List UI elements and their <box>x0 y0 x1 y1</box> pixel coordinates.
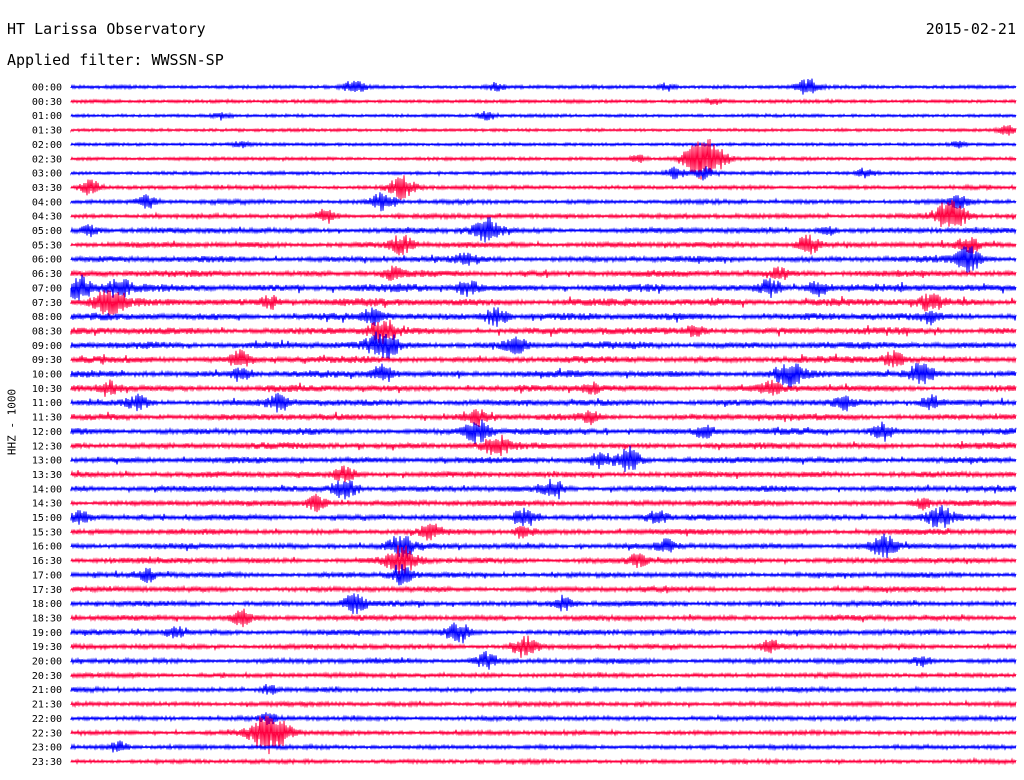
trace-0830 <box>70 319 1017 345</box>
row-label-2300: 23:00 <box>32 743 62 754</box>
trace-1930 <box>70 635 1017 658</box>
row-label-0000: 00:00 <box>32 83 62 94</box>
row-label-1200: 12:00 <box>32 427 62 438</box>
trace-1130 <box>70 409 1017 428</box>
row-label-1230: 12:30 <box>32 441 62 452</box>
trace-0700 <box>70 274 1017 301</box>
row-label-0700: 07:00 <box>32 283 62 294</box>
row-label-0230: 02:30 <box>32 154 62 165</box>
row-label-1100: 11:00 <box>32 398 62 409</box>
trace-0330 <box>70 175 1017 200</box>
row-label-0530: 05:30 <box>32 240 62 251</box>
row-label-0300: 03:00 <box>32 169 62 180</box>
row-label-0330: 03:30 <box>32 183 62 194</box>
row-label-0200: 02:00 <box>32 140 62 151</box>
row-label-2100: 21:00 <box>32 685 62 696</box>
record-date: 2015-02-21 <box>925 20 1016 38</box>
row-label-0030: 00:30 <box>32 97 62 108</box>
trace-1630 <box>70 545 1017 576</box>
row-label-1700: 17:00 <box>32 570 62 581</box>
station-title: HT Larissa Observatory <box>7 20 206 38</box>
row-label-0730: 07:30 <box>32 298 62 309</box>
row-label-1600: 16:00 <box>32 542 62 553</box>
row-label-1630: 16:30 <box>32 556 62 567</box>
row-label-0900: 09:00 <box>32 341 62 352</box>
row-label-2130: 21:30 <box>32 700 62 711</box>
row-label-1830: 18:30 <box>32 613 62 624</box>
row-label-2230: 22:30 <box>32 728 62 739</box>
row-label-2200: 22:00 <box>32 714 62 725</box>
row-label-1730: 17:30 <box>32 585 62 596</box>
row-label-0600: 06:00 <box>32 255 62 266</box>
trace-1030 <box>70 379 1017 397</box>
trace-2000 <box>70 650 1017 670</box>
row-label-0400: 04:00 <box>32 197 62 208</box>
trace-1300 <box>70 445 1017 472</box>
row-label-0630: 06:30 <box>32 269 62 280</box>
row-label-1530: 15:30 <box>32 527 62 538</box>
trace-0930 <box>70 349 1017 368</box>
row-label-1400: 14:00 <box>32 484 62 495</box>
trace-0500 <box>70 217 1017 243</box>
row-label-1030: 10:30 <box>32 384 62 395</box>
row-label-1000: 10:00 <box>32 370 62 381</box>
row-label-1500: 15:00 <box>32 513 62 524</box>
filter-label: Applied filter: WWSSN-SP <box>7 51 224 69</box>
row-labels: 00:00 00:30 01:00 01:30 02:00 02:30 03:00 03:30… <box>32 83 62 768</box>
trace-1000 <box>70 363 1017 389</box>
row-label-1330: 13:30 <box>32 470 62 481</box>
seismic-traces <box>70 78 1017 766</box>
row-label-1930: 19:30 <box>32 642 62 653</box>
row-label-2030: 20:30 <box>32 671 62 682</box>
row-label-1800: 18:00 <box>32 599 62 610</box>
row-label-0930: 09:30 <box>32 355 62 366</box>
row-label-0830: 08:30 <box>32 326 62 337</box>
row-label-0100: 01:00 <box>32 111 62 122</box>
row-label-0130: 01:30 <box>32 126 62 137</box>
row-label-1300: 13:00 <box>32 456 62 467</box>
row-label-2330: 23:30 <box>32 757 62 768</box>
row-label-0500: 05:00 <box>32 226 62 237</box>
trace-0730 <box>70 290 1017 317</box>
row-label-1130: 11:30 <box>32 413 62 424</box>
row-label-0430: 04:30 <box>32 212 62 223</box>
row-label-0800: 08:00 <box>32 312 62 323</box>
trace-1500 <box>70 505 1017 528</box>
row-label-1900: 19:00 <box>32 628 62 639</box>
row-label-2000: 20:00 <box>32 657 62 668</box>
trace-1900 <box>70 622 1017 644</box>
trace-2230 <box>70 715 1017 755</box>
row-label-1430: 14:30 <box>32 499 62 510</box>
